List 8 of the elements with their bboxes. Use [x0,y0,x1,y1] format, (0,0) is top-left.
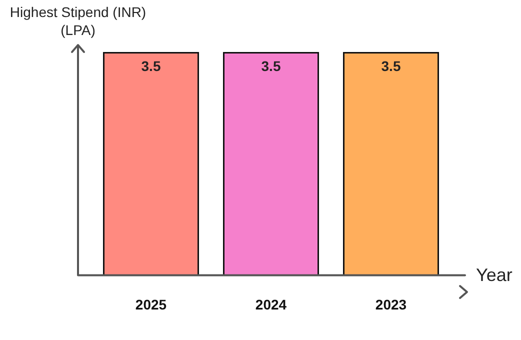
y-axis-title: Highest Stipend (INR) (LPA) [10,4,146,38]
data-label: 3.5 [381,58,401,74]
x-tick-label: 2024 [255,296,287,312]
x-axis-title: Year [476,265,512,286]
x-tick-label: 2023 [375,296,407,312]
data-label: 3.5 [141,58,161,74]
x-tick-label: 2025 [135,296,167,312]
data-label: 3.5 [261,58,281,74]
